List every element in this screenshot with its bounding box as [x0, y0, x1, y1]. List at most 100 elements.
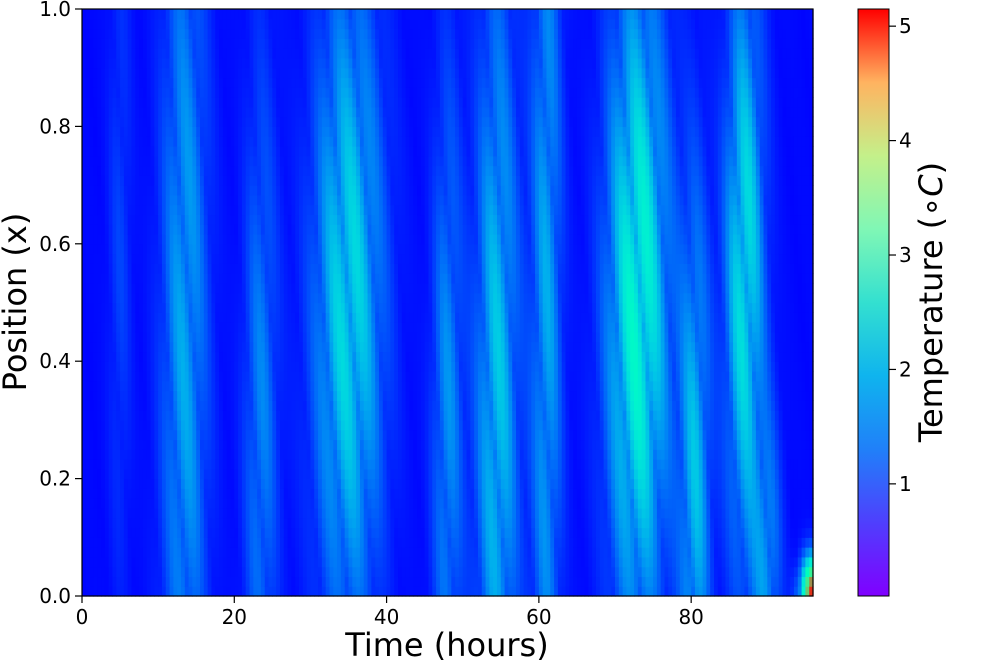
heatmap-cell: [295, 586, 300, 597]
heatmap-cell: [306, 507, 312, 519]
heatmap-cell: [253, 380, 258, 392]
heatmap-cell: [348, 28, 353, 39]
heatmap-cell: [344, 556, 350, 568]
heatmap-cell: [359, 9, 365, 20]
heatmap-cell: [188, 116, 194, 127]
heatmap-cell: [165, 48, 171, 59]
heatmap-cell: [203, 537, 209, 548]
heatmap-cell: [363, 429, 369, 441]
heatmap-cell: [291, 370, 296, 382]
heatmap-cell: [367, 576, 372, 587]
heatmap-cell: [276, 126, 281, 137]
heatmap-cell: [234, 136, 239, 147]
heatmap-cell: [211, 126, 216, 137]
heatmap-cell: [161, 67, 167, 79]
heatmap-cell: [386, 77, 391, 88]
heatmap-cell: [260, 224, 266, 235]
heatmap-cell: [310, 341, 315, 353]
heatmap-cell: [299, 370, 304, 382]
heatmap-cell: [184, 116, 190, 127]
heatmap-cell: [101, 282, 106, 294]
heatmap-cell: [344, 97, 350, 108]
heatmap-cell: [158, 282, 163, 294]
heatmap-cell: [386, 439, 391, 450]
heatmap-cell: [222, 28, 228, 39]
heatmap-cell: [295, 361, 300, 372]
heatmap-cell: [371, 77, 376, 88]
heatmap-cell: [283, 390, 289, 401]
heatmap-cell: [283, 185, 289, 196]
heatmap-cell: [188, 234, 194, 245]
heatmap-cell: [272, 361, 277, 372]
heatmap-cell: [253, 106, 258, 118]
heatmap-cell: [200, 478, 205, 489]
heatmap-cell: [241, 155, 247, 167]
heatmap-cell: [241, 282, 247, 294]
heatmap-cell: [207, 185, 213, 196]
heatmap-cell: [321, 38, 327, 49]
heatmap-cell: [158, 273, 163, 284]
heatmap-cell: [356, 556, 361, 568]
heatmap-cell: [234, 282, 239, 294]
heatmap-cell: [264, 370, 270, 382]
heatmap-cell: [363, 243, 369, 255]
heatmap-cell: [196, 165, 201, 176]
heatmap-cell: [82, 57, 87, 69]
heatmap-cell: [135, 9, 140, 20]
heatmap-cell: [108, 234, 114, 245]
heatmap-cell: [120, 449, 125, 460]
heatmap-cell: [363, 106, 369, 118]
heatmap-cell: [161, 380, 167, 392]
heatmap-cell: [329, 498, 334, 509]
heatmap-cell: [272, 292, 277, 304]
heatmap-cell: [180, 106, 186, 118]
heatmap-cell: [173, 175, 178, 186]
heatmap-cell: [314, 106, 319, 118]
heatmap-cell: [188, 361, 194, 372]
heatmap-cell: [180, 517, 186, 529]
heatmap-cell: [222, 586, 228, 597]
heatmap-cell: [318, 351, 323, 362]
heatmap-cell: [359, 351, 365, 362]
heatmap-cell: [337, 351, 342, 362]
heatmap-cell: [192, 410, 197, 421]
heatmap-cell: [104, 145, 110, 157]
heatmap-cell: [314, 194, 319, 206]
heatmap-cell: [257, 390, 262, 401]
heatmap-cell: [325, 18, 331, 30]
heatmap-cell: [306, 136, 312, 147]
heatmap-cell: [268, 234, 273, 245]
heatmap-cell: [192, 243, 197, 255]
heatmap-cell: [89, 507, 95, 519]
heatmap-cell: [180, 429, 186, 441]
heatmap-cell: [230, 351, 235, 362]
heatmap-cell: [135, 410, 140, 421]
heatmap-cell: [200, 302, 205, 313]
heatmap-cell: [318, 106, 323, 118]
heatmap-cell: [222, 234, 228, 245]
heatmap-cell: [321, 234, 327, 245]
heatmap-cell: [375, 429, 380, 441]
heatmap-cell: [359, 537, 365, 548]
heatmap-cell: [177, 410, 182, 421]
heatmap-cell: [173, 116, 178, 127]
heatmap-cell: [101, 38, 106, 49]
heatmap-cell: [321, 527, 327, 538]
heatmap-cell: [158, 498, 163, 509]
heatmap-cell: [230, 263, 235, 274]
heatmap-cell: [158, 214, 163, 225]
heatmap-cell: [139, 586, 144, 597]
heatmap-cell: [367, 48, 372, 59]
heatmap-cell: [207, 419, 213, 431]
heatmap-cell: [112, 312, 117, 323]
heatmap-cell: [241, 97, 247, 108]
heatmap-cell: [184, 224, 190, 235]
heatmap-cell: [215, 527, 220, 538]
heatmap-cell: [188, 312, 194, 323]
heatmap-cell: [314, 214, 319, 225]
heatmap-cell: [89, 224, 95, 235]
heatmap-cell: [196, 566, 201, 578]
heatmap-cell: [104, 292, 110, 304]
heatmap-cell: [150, 498, 155, 509]
heatmap-cell: [306, 194, 312, 206]
